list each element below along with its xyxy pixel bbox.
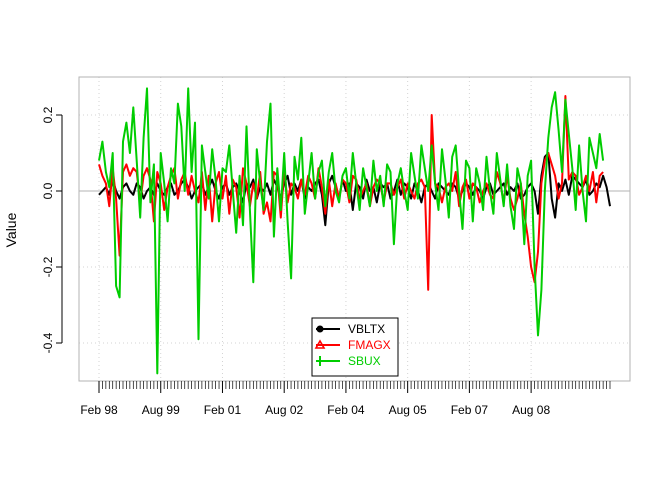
x-tick-label: Feb 01: [204, 403, 242, 417]
legend: VBLTX FMAGX SBUX: [311, 317, 399, 377]
y-tick-label: 0.0: [41, 182, 55, 199]
series-line-sbux: [98, 87, 605, 375]
x-tick-label: Feb 98: [80, 403, 118, 417]
x-tick-label: Feb 04: [327, 403, 365, 417]
grid: [79, 77, 630, 381]
x-tick-label: Aug 05: [389, 403, 427, 417]
axes: -0.4 -0.2 0.0 0.2 Feb 98 Aug 99 Feb 01 Aug 02 Fe…: [41, 106, 611, 417]
x-tick-label: Feb 07: [451, 403, 489, 417]
legend-label-vbltx: VBLTX: [348, 322, 385, 336]
y-tick-label: 0.2: [41, 106, 55, 123]
plot-frame: [78, 76, 631, 382]
legend-box: [311, 317, 399, 377]
x-tick-label: Aug 99: [142, 403, 180, 417]
x-tick-label: Aug 02: [265, 403, 303, 417]
x-tick-label: Aug 08: [512, 403, 550, 417]
legend-marker-circle: [316, 325, 324, 333]
legend-label-fmagx: FMAGX: [348, 338, 391, 352]
y-tick-label: -0.4: [41, 332, 55, 353]
series: [98, 87, 611, 375]
y-axis-title: Value: [3, 212, 19, 247]
legend-label-sbux: SBUX: [348, 354, 381, 368]
y-tick-label: -0.2: [41, 256, 55, 277]
legend-marker-triangle: [314, 339, 326, 349]
